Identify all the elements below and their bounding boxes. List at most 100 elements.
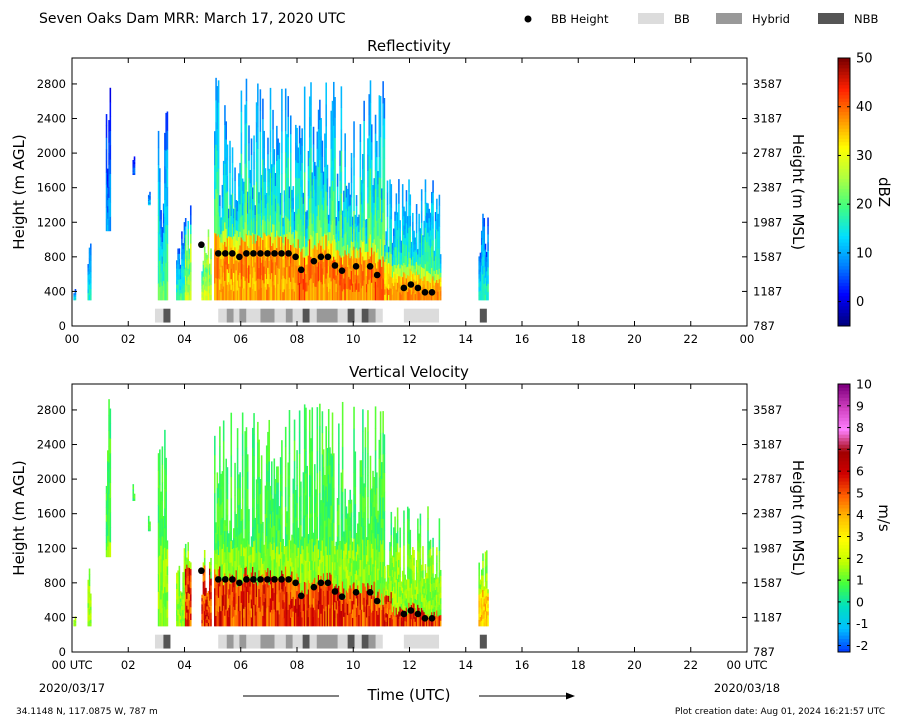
- heatmap-cell: [181, 245, 183, 253]
- heatmap-cell: [165, 169, 167, 189]
- heatmap-cell: [409, 226, 412, 237]
- heatmap-cell: [281, 458, 283, 478]
- heatmap-cell: [420, 607, 423, 615]
- colorbar-band: [838, 71, 850, 76]
- heatmap-cell: [238, 489, 240, 506]
- heatmap-cell: [234, 462, 236, 480]
- heatmap-cell: [225, 210, 227, 229]
- heatmap-cell: [243, 240, 245, 254]
- heatmap-cell: [389, 191, 391, 204]
- heatmap-cell: [307, 561, 310, 572]
- heatmap-cell: [412, 594, 414, 603]
- heatmap-cell: [410, 590, 413, 598]
- colorbar-tick-label: 10: [856, 246, 873, 261]
- heatmap-cell: [439, 267, 442, 273]
- heatmap-cell: [364, 283, 367, 293]
- heatmap-cell: [109, 202, 112, 217]
- heatmap-cell: [90, 260, 92, 267]
- heatmap-cell: [222, 286, 225, 301]
- heatmap-cell: [181, 609, 183, 613]
- heatmap-cell: [239, 549, 241, 565]
- heatmap-cell: [189, 587, 192, 595]
- heatmap-cell: [377, 510, 379, 523]
- heatmap-cell: [164, 488, 166, 509]
- heatmap-cell: [293, 584, 296, 606]
- heatmap-cell: [179, 601, 182, 606]
- heatmap-cell: [395, 236, 398, 248]
- heatmap-cell: [319, 514, 321, 538]
- heatmap-cell: [351, 283, 354, 293]
- heatmap-cell: [305, 495, 307, 518]
- heatmap-cell: [257, 235, 259, 258]
- heatmap-cell: [423, 597, 425, 603]
- heatmap-cell: [383, 219, 386, 240]
- heatmap-cell: [351, 275, 354, 284]
- heatmap-cell: [283, 278, 286, 290]
- heatmap-cell: [187, 276, 190, 285]
- heatmap-cell: [282, 599, 284, 609]
- heatmap-cell: [286, 250, 288, 268]
- heatmap-cell: [343, 578, 345, 589]
- y-tick-label-right: 1187: [753, 610, 782, 624]
- heatmap-cell: [176, 594, 178, 600]
- heatmap-cell: [336, 186, 339, 200]
- heatmap-cell: [302, 579, 305, 596]
- heatmap-cell: [395, 551, 398, 562]
- heatmap-cell: [276, 265, 278, 283]
- heatmap-cell: [297, 557, 300, 568]
- heatmap-cell: [389, 592, 391, 602]
- heatmap-cell: [239, 564, 241, 581]
- heatmap-cell: [387, 607, 390, 615]
- heatmap-cell: [310, 456, 312, 477]
- heatmap-cell: [132, 499, 135, 502]
- heatmap-cell: [315, 286, 317, 301]
- heatmap-cell: [210, 592, 212, 600]
- heatmap-cell: [202, 575, 205, 582]
- heatmap-cell: [330, 557, 333, 575]
- heatmap-cell: [393, 596, 395, 607]
- heatmap-cell: [348, 229, 350, 242]
- reflectivity-title: Reflectivity: [367, 37, 451, 55]
- heatmap-cell: [260, 489, 263, 507]
- heatmap-cell: [412, 239, 414, 249]
- colorbar-band: [838, 255, 850, 260]
- heatmap-cell: [370, 247, 373, 266]
- heatmap-cell: [149, 526, 151, 528]
- heatmap-cell: [149, 528, 151, 530]
- heatmap-cell: [432, 276, 434, 289]
- heatmap-cell: [369, 168, 372, 191]
- heatmap-cell: [297, 586, 300, 597]
- heatmap-cell: [346, 211, 349, 223]
- heatmap-cell: [279, 592, 282, 610]
- heatmap-cell: [367, 561, 369, 584]
- heatmap-cell: [432, 564, 434, 574]
- heatmap-cell: [273, 284, 276, 301]
- heatmap-cell: [482, 582, 484, 591]
- heatmap-cell: [329, 500, 331, 520]
- heatmap-cell: [181, 599, 183, 603]
- heatmap-cell: [298, 496, 301, 519]
- heatmap-cell: [216, 86, 219, 108]
- heatmap-cell: [398, 618, 400, 627]
- heatmap-cell: [231, 557, 234, 567]
- heatmap-cell: [187, 542, 190, 551]
- heatmap-cell: [262, 594, 264, 606]
- heatmap-cell: [306, 246, 308, 256]
- heatmap-cell: [74, 618, 77, 620]
- heatmap-cell: [217, 583, 220, 598]
- heatmap-cell: [486, 266, 488, 272]
- bb-height-point: [428, 614, 436, 622]
- heatmap-cell: [297, 606, 300, 617]
- heatmap-cell: [437, 265, 439, 275]
- heatmap-cell: [369, 190, 372, 213]
- heatmap-cell: [278, 252, 281, 269]
- heatmap-cell: [282, 217, 284, 227]
- heatmap-cell: [423, 607, 425, 613]
- heatmap-cell: [484, 271, 487, 278]
- heatmap-cell: [227, 607, 230, 618]
- heatmap-cell: [287, 116, 290, 138]
- heatmap-cell: [149, 193, 151, 195]
- heatmap-cell: [257, 523, 259, 545]
- heatmap-cell: [484, 294, 487, 301]
- heatmap-cell: [289, 152, 292, 172]
